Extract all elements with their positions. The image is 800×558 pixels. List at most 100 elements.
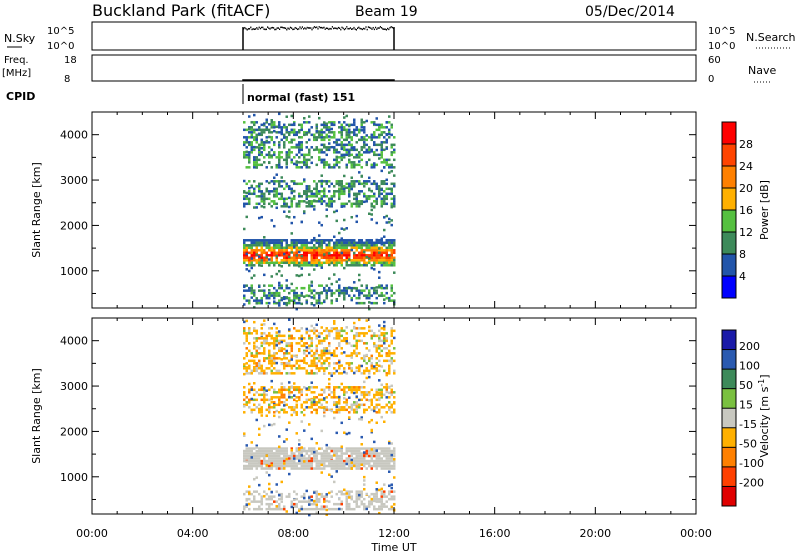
echo-cell [265, 141, 268, 144]
echo-cell [340, 256, 343, 260]
echo-cell [275, 342, 278, 345]
echo-cell [243, 492, 246, 496]
echo-cell [383, 386, 386, 389]
echo-cell [295, 239, 298, 242]
echo-cell-sparse [328, 142, 331, 145]
echo-cell [370, 500, 373, 503]
date-label: 05/Dec/2014 [585, 4, 675, 20]
echo-cell [260, 452, 263, 455]
echo-cell [393, 251, 396, 255]
echo-cell-sparse [243, 179, 246, 183]
echo-cell [383, 182, 386, 186]
echo-cell-sparse [378, 276, 381, 279]
echo-cell [253, 329, 256, 333]
echo-cell [293, 291, 296, 295]
echo-cell [385, 254, 388, 257]
echo-cell [323, 505, 326, 508]
echo-cell [348, 136, 351, 139]
echo-cell [288, 301, 291, 305]
velocity-colorbar-swatch [722, 349, 736, 370]
echo-cell [348, 251, 351, 255]
echo-cell [248, 301, 251, 305]
echo-cell [323, 457, 326, 460]
echo-cell [323, 123, 326, 127]
echo-cell [243, 357, 246, 360]
echo-cell [308, 449, 311, 453]
echo-cell [255, 391, 258, 394]
echo-cell [353, 507, 356, 511]
echo-cell [360, 241, 363, 245]
echo-cell-sparse [388, 221, 391, 224]
echo-cell-sparse [393, 271, 396, 274]
echo-cell-sparse [320, 179, 323, 183]
echo-cell [270, 334, 273, 338]
echo-cell-sparse [345, 186, 348, 189]
echo-cell [308, 151, 311, 154]
echo-cell [280, 286, 283, 290]
echo-cell [303, 161, 306, 164]
echo-cell-sparse [368, 301, 371, 304]
echo-cell [345, 166, 348, 169]
echo-cell-sparse [343, 228, 346, 231]
echo-cell-sparse [288, 328, 291, 331]
echo-cell [340, 457, 343, 460]
echo-cell [253, 462, 256, 465]
echo-cell [248, 286, 251, 290]
echo-cell-sparse [353, 251, 356, 255]
echo-cell [343, 126, 346, 129]
echo-cell [350, 180, 353, 183]
echo-cell [388, 187, 391, 191]
echo-cell [353, 256, 356, 260]
echo-cell [315, 334, 318, 338]
echo-cell [255, 449, 258, 453]
echo-cell-sparse [305, 327, 308, 331]
echo-cell [388, 447, 391, 450]
echo-cell [258, 151, 261, 154]
echo-cell-sparse [363, 250, 366, 254]
echo-cell [328, 454, 331, 458]
echo-cell-sparse [345, 432, 348, 436]
echo-cell [280, 464, 283, 468]
echo-cell [315, 396, 318, 399]
echo-cell [358, 406, 361, 409]
echo-cell-sparse [373, 365, 376, 368]
echo-cell [328, 200, 331, 203]
echo-cell [380, 406, 383, 409]
echo-cell [353, 337, 356, 340]
echo-cell [280, 401, 283, 404]
echo-cell [305, 459, 308, 463]
echo-cell [355, 490, 358, 493]
echo-cell [248, 467, 251, 470]
echo-cell [273, 367, 276, 370]
echo-cell [258, 464, 261, 468]
echo-cell [263, 359, 266, 363]
echo-cell [280, 205, 283, 208]
echo-cell [258, 449, 261, 453]
echo-cell [323, 362, 326, 365]
echo-cell [343, 190, 346, 193]
echo-cell-sparse [358, 464, 361, 468]
echo-cell [345, 500, 348, 503]
echo-cell [325, 464, 328, 468]
echo-cell [250, 411, 253, 414]
echo-cell [275, 403, 278, 407]
echo-cell [305, 244, 308, 247]
echo-cell [250, 146, 253, 149]
echo-cell [353, 352, 356, 355]
echo-cell [335, 459, 338, 463]
echo-cell [313, 261, 316, 265]
echo-cell-sparse [370, 429, 373, 433]
echo-cell [273, 342, 276, 345]
echo-cell [290, 161, 293, 164]
echo-cell [293, 239, 296, 242]
echo-cell [345, 151, 348, 154]
echo-cell [275, 372, 278, 375]
echo-cell [313, 396, 316, 399]
echo-cell [245, 337, 248, 340]
echo-cell [303, 246, 306, 250]
echo-cell [298, 200, 301, 203]
echo-cell [300, 148, 303, 152]
echo-cell [290, 452, 293, 455]
echo-cell [318, 459, 321, 463]
echo-cell [328, 259, 331, 262]
